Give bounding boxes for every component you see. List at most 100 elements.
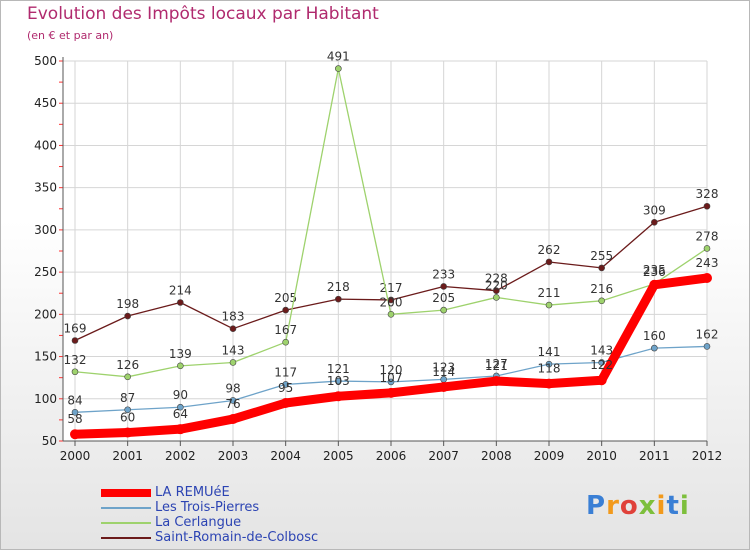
- data-label: 114: [432, 365, 455, 379]
- data-point: [282, 338, 289, 346]
- proxiti-logo[interactable]: Proxiti: [586, 491, 690, 521]
- legend-swatch: [101, 489, 151, 497]
- data-point: [124, 373, 131, 381]
- data-label: 87: [120, 391, 135, 405]
- legend-label: Les Trois-Pierres: [155, 500, 260, 515]
- data-point: [440, 306, 447, 314]
- data-label: 167: [274, 323, 297, 337]
- data-label: 84: [67, 393, 82, 407]
- data-label: 143: [222, 343, 245, 357]
- legend-swatch: [101, 537, 151, 539]
- data-label: 198: [116, 297, 139, 311]
- data-point: [175, 424, 186, 435]
- x-tick-label: 2005: [323, 449, 354, 463]
- data-label: 123: [432, 360, 455, 374]
- data-point: [177, 362, 184, 370]
- data-label: 107: [380, 371, 403, 385]
- data-point: [229, 325, 237, 332]
- data-label: 103: [327, 374, 350, 388]
- y-tick-label: 500: [34, 54, 57, 68]
- data-point: [228, 414, 238, 425]
- data-label: 491: [327, 50, 350, 64]
- data-point: [71, 337, 79, 344]
- data-label: 278: [696, 229, 719, 243]
- x-tick-label: 2003: [218, 449, 249, 463]
- data-point: [438, 381, 449, 392]
- x-tick-label: 2004: [270, 449, 301, 463]
- data-label: 309: [643, 203, 666, 217]
- x-tick-label: 2008: [481, 449, 512, 463]
- data-point: [124, 312, 131, 320]
- data-label: 262: [538, 243, 561, 257]
- x-tick-label: 2007: [428, 449, 459, 463]
- line-chart: 50 100 150 200 250 300 350 400 450 500 2000 2001 200…: [34, 50, 723, 463]
- data-label: 117: [274, 365, 297, 379]
- y-tick-label: 200: [34, 307, 57, 321]
- data-label: 255: [590, 249, 613, 263]
- logo-letter: o: [619, 491, 639, 521]
- data-label: 183: [222, 310, 245, 324]
- y-tick-label: 250: [34, 265, 57, 279]
- logo-letter: r: [606, 491, 620, 521]
- data-point: [280, 398, 291, 408]
- data-point: [544, 378, 554, 389]
- data-point: [124, 406, 131, 414]
- data-label: 200: [380, 295, 403, 309]
- x-tick-label: 2010: [586, 449, 617, 463]
- data-label: 160: [643, 329, 666, 343]
- data-label: 216: [590, 282, 613, 296]
- data-point: [703, 343, 711, 350]
- data-label: 243: [696, 256, 719, 270]
- legend-swatch: [101, 507, 151, 509]
- data-label: 98: [225, 381, 240, 395]
- chart-title: Evolution des Impôts locaux par Habitant: [27, 4, 379, 24]
- logo-letter: i: [656, 491, 667, 521]
- data-label: 169: [64, 322, 87, 336]
- data-label: 58: [67, 412, 82, 426]
- logo-letter: x: [638, 491, 657, 521]
- data-label: 122: [590, 358, 613, 372]
- chart-subtitle: (en € et par an): [27, 29, 114, 42]
- logo-letter: i: [679, 491, 690, 521]
- data-point: [177, 403, 184, 411]
- x-tick-label: 2012: [692, 449, 723, 463]
- data-label: 121: [485, 359, 508, 373]
- data-label: 205: [274, 291, 297, 305]
- data-point: [71, 368, 79, 376]
- data-point: [703, 245, 711, 252]
- data-point: [703, 202, 711, 210]
- y-tick-label: 150: [34, 350, 57, 364]
- legend-label: LA REMUéE: [155, 485, 230, 500]
- data-point: [651, 344, 658, 352]
- data-label: 76: [225, 397, 240, 411]
- data-label: 211: [538, 286, 561, 300]
- data-point: [229, 397, 237, 404]
- data-point: [493, 287, 500, 294]
- data-label: 205: [432, 291, 455, 305]
- data-label: 127: [485, 357, 508, 371]
- data-point: [702, 273, 712, 284]
- data-label: 126: [116, 358, 139, 372]
- logo-letter: P: [586, 491, 607, 521]
- data-label: 64: [173, 407, 188, 421]
- data-point: [335, 65, 342, 72]
- data-point: [229, 359, 237, 366]
- data-point: [70, 429, 80, 440]
- data-point: [387, 311, 395, 318]
- data-point: [545, 258, 553, 266]
- data-point: [596, 375, 607, 386]
- data-label: 228: [485, 272, 508, 286]
- data-label: 141: [538, 345, 561, 359]
- data-label: 220: [485, 278, 508, 292]
- data-point: [335, 377, 342, 385]
- data-point: [333, 391, 344, 402]
- data-point: [598, 297, 605, 305]
- logo-letter: t: [666, 491, 680, 521]
- y-tick-label: 50: [42, 434, 57, 448]
- data-point: [598, 359, 605, 366]
- data-point: [598, 264, 605, 272]
- data-label: 328: [696, 187, 719, 201]
- data-point: [491, 376, 502, 387]
- data-label: 121: [327, 362, 350, 376]
